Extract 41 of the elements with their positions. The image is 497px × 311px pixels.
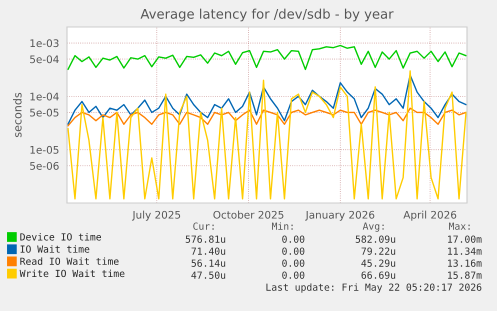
text: 71.40u xyxy=(192,247,226,255)
y-tick-label: 1e-05 xyxy=(30,146,58,154)
text: 576.81u xyxy=(186,235,226,243)
text: 45.29u xyxy=(361,259,396,267)
legend-label: Device IO time xyxy=(20,233,102,241)
legend-label: IO Wait time xyxy=(20,245,90,253)
x-tick-label: July 2025 xyxy=(132,210,180,221)
line-series xyxy=(67,44,467,70)
chart-title: Average latency for /dev/sdb - by year xyxy=(140,8,394,22)
text: 0.00 xyxy=(282,271,304,279)
text: Max: xyxy=(448,222,470,230)
text: 17.00m xyxy=(448,235,482,243)
y-tick-label: 5e-04 xyxy=(30,55,59,64)
y-tick-label: 1e-04 xyxy=(30,92,59,100)
text: Avg: xyxy=(362,222,384,232)
y-tick-label: 5e-05 xyxy=(30,108,58,117)
legend-label: Read IO Wait time xyxy=(20,257,119,265)
x-tick-label: January 2026 xyxy=(305,210,374,221)
line-series xyxy=(67,70,467,200)
text: Last update: Fri May 22 05:20:17 2026 xyxy=(266,283,482,293)
text: Cur: xyxy=(193,222,214,230)
text: 0.00 xyxy=(282,247,304,255)
x-tick-label: October 2025 xyxy=(213,210,284,219)
text: Min: xyxy=(272,222,293,230)
line-series xyxy=(67,74,467,125)
text: 15.87m xyxy=(448,271,482,279)
text: 0.00 xyxy=(282,235,304,243)
x-tick-label: April 2026 xyxy=(403,210,456,221)
text: 56.14u xyxy=(192,259,226,267)
text: 79.22u xyxy=(362,247,396,255)
legend-label: Write IO Wait time xyxy=(20,270,124,278)
line-series xyxy=(67,108,467,127)
text: 582.09u xyxy=(356,235,396,243)
text: 47.50u xyxy=(191,271,226,279)
y-tick-label: 1e-03 xyxy=(30,39,59,48)
text: 11.34m xyxy=(448,247,482,255)
y-tick-label: 5e-06 xyxy=(30,162,59,170)
y-axis-title: seconds xyxy=(13,92,22,138)
text: 0.00 xyxy=(282,259,304,267)
text: 13.16m xyxy=(448,259,482,267)
text: 66.69u xyxy=(362,271,396,279)
